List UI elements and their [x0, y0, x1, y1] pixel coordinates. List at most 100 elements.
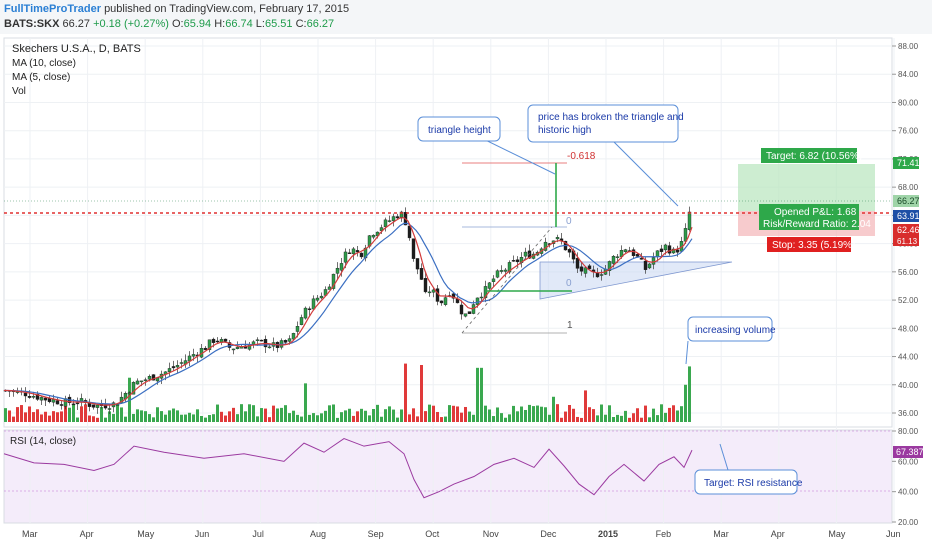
volume-bar [228, 411, 231, 422]
candle [291, 333, 296, 340]
publish-text: published on TradingView.com, February 1… [104, 3, 350, 15]
volume-bar [492, 416, 495, 422]
volume-bar [372, 408, 375, 422]
volume-bar [536, 405, 539, 422]
volume-bar [340, 412, 343, 422]
candle [611, 256, 616, 264]
candle [343, 251, 348, 263]
candle [503, 269, 508, 272]
time-axis[interactable]: Mar Apr May Jun Jul Aug Sep Oct Nov Dec 2015 Feb Mar… [22, 529, 901, 539]
high-label: H: [214, 18, 226, 30]
candle [143, 379, 148, 381]
volume-bar [60, 411, 63, 422]
volume-bar [156, 407, 159, 422]
volume-bar [668, 407, 671, 422]
candle [615, 256, 620, 258]
volume-bar [356, 411, 359, 422]
volume-bar [236, 414, 239, 422]
author-link[interactable]: FullTimeProTrader [4, 3, 101, 15]
volume-bar [580, 417, 583, 422]
volume-bar [256, 416, 259, 422]
candle [223, 338, 228, 342]
volume-bar [200, 416, 203, 422]
volume-callout [687, 316, 773, 342]
legend-vol[interactable]: Vol [12, 86, 26, 97]
candle [391, 216, 396, 222]
rsi-legend[interactable]: RSI (14, close) [10, 436, 76, 447]
stop-badge: 61.13 [897, 237, 918, 246]
target-label: Target: 6.82 (10.56%) [766, 151, 862, 162]
candle [411, 238, 416, 259]
candle [303, 307, 308, 319]
volume-bar [460, 412, 463, 422]
volume-bar [484, 405, 487, 422]
entry-badge: 63.91 [897, 211, 920, 221]
triangle-height-callout [417, 116, 501, 142]
volume-bar [124, 416, 127, 422]
rsi-axis[interactable]: 80.00 60.00 40.00 20.00 [892, 427, 919, 527]
volume-bar [20, 405, 23, 422]
ma5-line [3, 217, 693, 406]
rsi-target-callout [694, 469, 798, 495]
candle [407, 225, 412, 239]
time-tick-label: Aug [310, 529, 326, 539]
candle [499, 270, 504, 272]
legend-ma10[interactable]: MA (10, close) [12, 58, 76, 69]
volume-bar [152, 417, 155, 422]
candle [467, 311, 472, 315]
time-tick-label: Jun [886, 529, 901, 539]
candle [339, 263, 344, 271]
price-badges: 71.41 66.27 63.91 62.46 61.13 67.3870 [893, 157, 929, 458]
candle [191, 354, 196, 357]
volume-bar [424, 411, 427, 422]
candle [359, 252, 364, 258]
volume-bar [332, 404, 335, 422]
low-value: 65.51 [264, 18, 293, 30]
volume-bar [428, 404, 431, 422]
candle [327, 286, 332, 290]
volume-bar [452, 405, 455, 422]
open-label: O: [171, 18, 184, 30]
candle [555, 237, 560, 240]
candle [579, 266, 584, 272]
stop-label-box [767, 237, 851, 252]
ohlc-line: BATS:SKX 66.27 +0.18 (+0.27%) O:65.94 H:… [4, 18, 334, 30]
volume-bar [336, 417, 339, 422]
candle [335, 267, 340, 274]
volume-bar [316, 415, 319, 422]
volume-bar [164, 414, 167, 422]
volume-bar [396, 417, 399, 422]
candle [463, 313, 468, 317]
volume-bar [360, 408, 363, 422]
volume-bar [240, 404, 243, 422]
volume-bar [264, 408, 267, 422]
candle [283, 340, 288, 343]
volume-bar [404, 363, 407, 422]
legend-ma5[interactable]: MA (5, close) [12, 72, 70, 83]
breakout-callout [527, 104, 679, 143]
price-tick-label: 76.00 [898, 127, 919, 136]
fib-top-label: -0.618 [567, 151, 596, 162]
candle [59, 404, 64, 406]
candle [315, 297, 320, 301]
volume-bar [656, 415, 659, 422]
volume-bar [448, 405, 451, 422]
volume-bar [172, 408, 175, 422]
volume-bar [624, 410, 627, 422]
volume-bar [312, 413, 315, 422]
volume-bar [288, 413, 291, 422]
volume-bar [600, 404, 603, 422]
candle [251, 341, 256, 345]
volume-bar [556, 404, 559, 422]
chart-canvas[interactable]: -0.618 0 0 1 88.0084.0080.0076.0072.0068… [0, 34, 932, 550]
rsi-line [3, 438, 693, 499]
volume-bar [584, 390, 587, 422]
volume-bar [232, 407, 235, 422]
candle [295, 326, 300, 332]
candle [319, 295, 324, 299]
candle [639, 257, 644, 260]
publish-line: FullTimeProTrader published on TradingVi… [4, 3, 349, 15]
candle [115, 404, 120, 406]
volume-bar [652, 408, 655, 422]
volume-bar [168, 410, 171, 422]
